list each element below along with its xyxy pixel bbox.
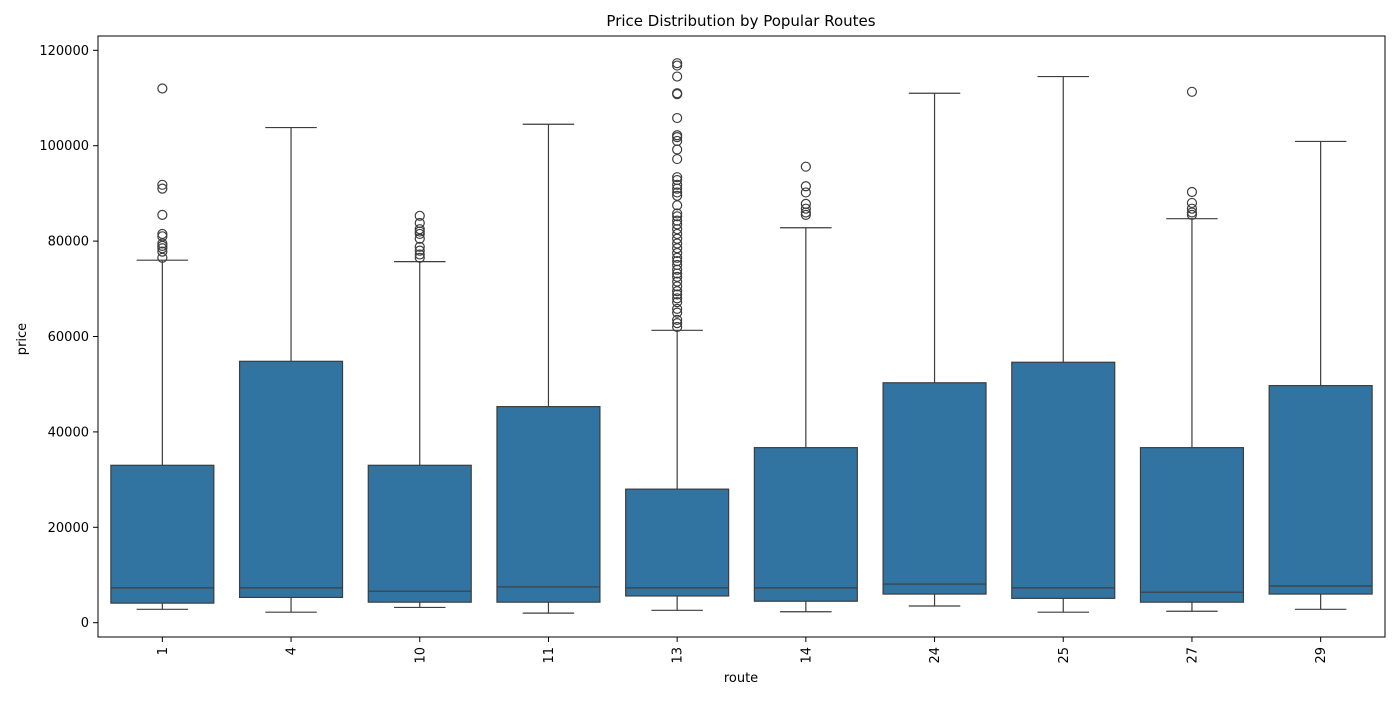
outlier-point bbox=[414, 241, 425, 252]
outlier-point bbox=[672, 303, 683, 314]
outlier-point bbox=[672, 297, 683, 308]
outlier-point bbox=[672, 259, 683, 271]
iqr-box bbox=[496, 406, 601, 603]
outlier-point bbox=[672, 289, 683, 300]
outlier-point bbox=[672, 276, 683, 287]
outlier-point bbox=[672, 130, 683, 141]
outlier-point bbox=[1186, 197, 1198, 209]
outlier-point bbox=[672, 187, 683, 198]
outlier-point bbox=[672, 172, 683, 183]
iqr-box bbox=[753, 447, 858, 602]
outlier-point bbox=[672, 179, 683, 190]
x-tick-label: 1 bbox=[156, 647, 171, 655]
y-tick-label: 0 bbox=[81, 616, 89, 631]
box-group-route-1 bbox=[110, 83, 215, 610]
box-group-route-27 bbox=[1139, 86, 1245, 612]
outlier-point bbox=[157, 209, 168, 220]
outlier-point bbox=[800, 203, 811, 214]
outlier-point bbox=[672, 144, 683, 155]
outlier-point bbox=[672, 71, 683, 82]
outlier-point bbox=[414, 249, 425, 260]
outlier-point bbox=[414, 252, 425, 263]
outlier-point bbox=[800, 198, 811, 209]
x-tick-label: 25 bbox=[1057, 647, 1072, 664]
outlier-point bbox=[157, 246, 168, 257]
outlier-point bbox=[672, 190, 683, 201]
x-tick-label: 4 bbox=[285, 647, 300, 655]
outlier-point bbox=[672, 208, 683, 219]
box-group-route-25 bbox=[1011, 75, 1116, 613]
outlier-point bbox=[672, 135, 683, 147]
outlier-point bbox=[800, 187, 811, 198]
y-tick-label: 60000 bbox=[48, 330, 89, 345]
outlier-point bbox=[672, 307, 683, 318]
iqr-box bbox=[367, 464, 472, 603]
outlier-point bbox=[672, 153, 683, 165]
outlier-point bbox=[672, 293, 683, 304]
outlier-point bbox=[157, 83, 168, 94]
iqr-box bbox=[1139, 447, 1245, 603]
outlier-point bbox=[157, 179, 168, 190]
plot-area bbox=[110, 58, 1373, 614]
outlier-point bbox=[414, 217, 425, 229]
outlier-point bbox=[672, 112, 683, 124]
box-group-route-10 bbox=[367, 210, 472, 609]
x-tick-label: 11 bbox=[542, 647, 557, 664]
y-tick-label: 20000 bbox=[48, 521, 89, 536]
outlier-point bbox=[672, 256, 683, 267]
x-tick-label: 13 bbox=[671, 647, 686, 664]
x-tick-label: 27 bbox=[1185, 647, 1200, 664]
iqr-box bbox=[625, 488, 730, 597]
outlier-point bbox=[672, 219, 683, 230]
y-tick-label: 120000 bbox=[39, 44, 89, 59]
outlier-point bbox=[1186, 186, 1198, 198]
box-group-route-29 bbox=[1268, 140, 1373, 610]
y-tick-label: 80000 bbox=[48, 235, 89, 250]
box-group-route-13 bbox=[625, 58, 730, 611]
x-tick-label: 14 bbox=[799, 647, 814, 664]
box-group-route-24 bbox=[882, 92, 987, 607]
outlier-point bbox=[672, 318, 683, 329]
iqr-box bbox=[882, 382, 987, 595]
outlier-point bbox=[1186, 86, 1198, 97]
x-tick-label: 24 bbox=[928, 647, 943, 664]
outlier-point bbox=[414, 245, 425, 256]
y-axis-label: price bbox=[15, 323, 30, 355]
chart-title: Price Distribution by Popular Routes bbox=[606, 12, 875, 30]
outlier-point bbox=[1186, 203, 1198, 214]
outlier-point bbox=[672, 271, 683, 282]
outlier-point bbox=[414, 224, 425, 235]
outlier-point bbox=[672, 321, 683, 333]
outlier-point bbox=[157, 183, 168, 194]
outlier-point bbox=[157, 228, 168, 240]
outlier-point bbox=[672, 215, 683, 226]
outlier-point bbox=[414, 210, 425, 221]
box-group-route-11 bbox=[496, 123, 601, 614]
outlier-point bbox=[672, 88, 683, 99]
x-tick-label: 29 bbox=[1314, 647, 1329, 664]
outlier-point bbox=[672, 174, 683, 186]
outlier-point bbox=[800, 161, 811, 172]
outlier-point bbox=[672, 314, 683, 325]
iqr-box bbox=[1011, 361, 1116, 599]
y-tick-label: 40000 bbox=[48, 425, 89, 440]
outlier-point bbox=[672, 211, 683, 222]
iqr-box bbox=[110, 464, 215, 604]
box-group-route-14 bbox=[753, 161, 858, 613]
iqr-box bbox=[1268, 385, 1373, 595]
x-axis-label: route bbox=[724, 671, 758, 686]
outlier-point bbox=[672, 58, 683, 69]
iqr-box bbox=[238, 360, 344, 599]
y-tick-label: 100000 bbox=[39, 139, 89, 154]
box-group-route-4 bbox=[238, 126, 344, 613]
outlier-point bbox=[800, 181, 811, 192]
x-tick-label: 10 bbox=[413, 647, 428, 664]
